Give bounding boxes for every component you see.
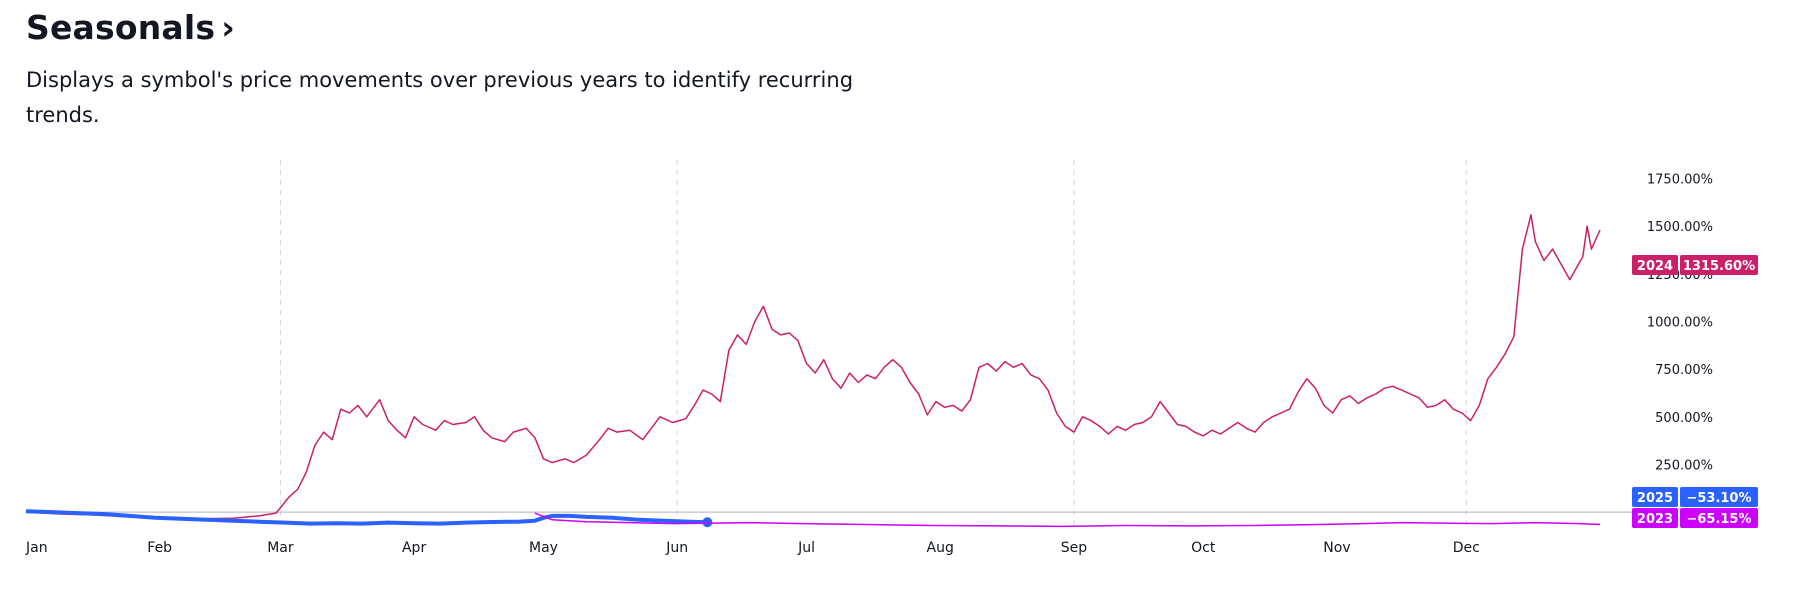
y-tick-label: 500.00%: [1655, 411, 1713, 426]
x-tick-label-oct: Oct: [1191, 540, 1216, 556]
x-tick-label-nov: Nov: [1323, 540, 1350, 556]
series-year-badge-2025: [1632, 487, 1678, 507]
series-year-label-2023: 2023: [1637, 512, 1673, 527]
y-tick-label: 1750.00%: [1647, 173, 1713, 188]
x-tick-label-mar: Mar: [267, 540, 294, 556]
y-tick-label: 250.00%: [1655, 458, 1713, 473]
series-value-badge-2023: [1680, 508, 1758, 528]
y-tick-label: 750.00%: [1655, 363, 1713, 378]
x-tick-label-dec: Dec: [1453, 540, 1480, 556]
series-value-label-2023: −65.15%: [1686, 512, 1751, 527]
series-value-label-2024: 1315.60%: [1683, 259, 1755, 274]
series-year-badge-2023: [1632, 508, 1678, 528]
x-tick-label-may: May: [529, 540, 558, 556]
x-tick-label-jan: Jan: [25, 540, 48, 556]
page-title: Seasonals: [26, 8, 216, 47]
x-tick-label-jun: Jun: [665, 540, 688, 556]
x-tick-label-feb: Feb: [147, 540, 172, 556]
x-tick-label-sep: Sep: [1061, 540, 1088, 556]
series-value-badge-2024: [1680, 255, 1758, 275]
y-tick-label: 1000.00%: [1647, 316, 1713, 331]
x-tick-label-apr: Apr: [402, 540, 426, 556]
series-value-label-2025: −53.10%: [1686, 491, 1751, 506]
seasonals-chart[interactable]: Jan Feb Mar Apr May Jun Jul Aug Sep Oct Nov Dec 1750…: [0, 150, 1797, 590]
y-tick-label: 1500.00%: [1647, 220, 1713, 235]
seasonals-title-link[interactable]: Seasonals ›: [26, 8, 235, 47]
chevron-right-icon: ›: [221, 8, 235, 47]
series-line-2025[interactable]: [25, 509, 708, 526]
page-description: Displays a symbol's price movements over…: [26, 68, 854, 127]
series-year-label-2024: 2024: [1637, 259, 1673, 274]
series-value-badge-2025: [1680, 487, 1758, 507]
series-year-badge-2024: [1632, 255, 1678, 275]
chart-header: Seasonals ›: [26, 8, 235, 47]
x-tick-label-jul: Jul: [797, 540, 815, 556]
series-line-2023[interactable]: [534, 512, 1601, 528]
series-year-label-2025: 2025: [1637, 491, 1673, 506]
series-endpoint-2025[interactable]: [702, 517, 713, 528]
x-tick-label-aug: Aug: [927, 540, 954, 556]
series-line-2024[interactable]: [25, 214, 1601, 520]
